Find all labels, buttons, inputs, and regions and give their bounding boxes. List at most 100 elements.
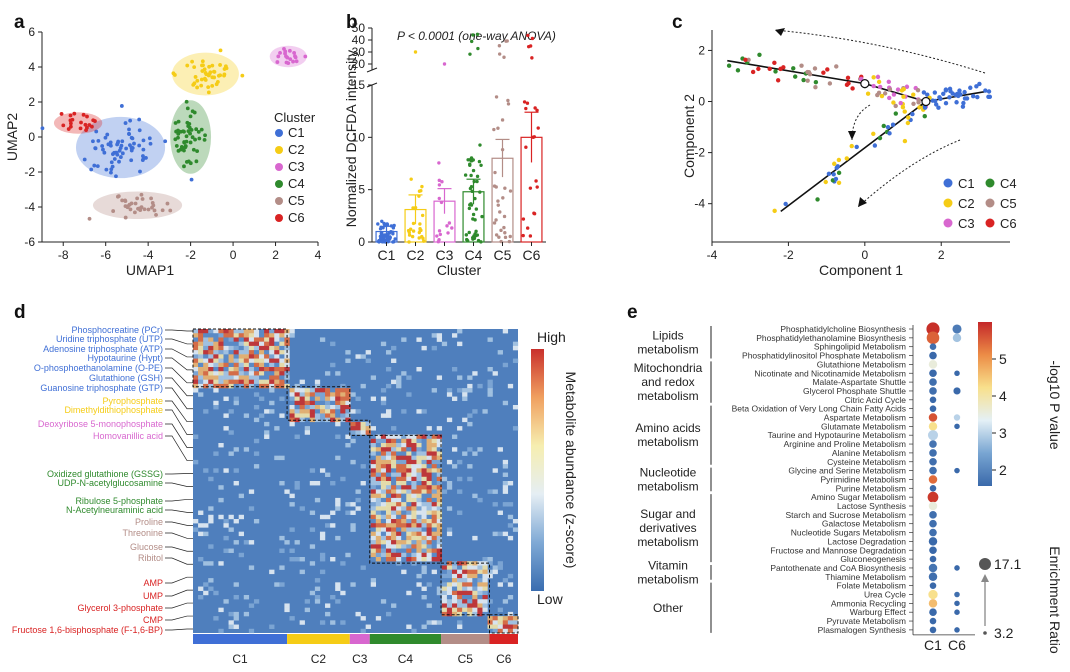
heatmap-cell [411,523,417,528]
cell-point [957,88,962,93]
heatmap-cell [431,620,437,625]
colorbar-tick-label: 5 [999,351,1007,367]
data-point [496,199,500,203]
heatmap-cell [401,510,407,515]
data-point [413,205,418,210]
heatmap-cell [223,548,229,553]
y-tick-label: 5 [358,183,365,197]
pathway-label: Taurine and Hypotaurine Metabolism [768,430,906,440]
heatmap-cell [431,455,437,461]
data-point [497,235,501,239]
heatmap-cell [375,510,382,515]
umap-point [294,59,299,64]
heatmap-cell [314,586,321,591]
heatmap-cell [477,595,483,600]
umap-point [129,148,134,153]
heatmap-cell [370,447,377,452]
heatmap-cell [441,599,448,604]
heatmap-cell [223,354,229,359]
heatmap-cell [391,489,397,494]
dcfda-bar-panel: bP < 0.0001 (one-way ANOVA)0510152030405… [343,12,556,278]
heatmap-cell [411,540,417,545]
heatmap-cell [502,489,509,494]
heatmap-cell [223,379,229,385]
heatmap-cell [502,481,509,486]
arrowhead [981,574,989,582]
branch-node [921,96,931,107]
umap-point [183,145,188,150]
heatmap-cell [325,405,331,410]
heatmap-cell [426,459,432,465]
heatmap-cell [462,607,468,613]
cell-point [876,90,882,96]
heatmap-cell [406,392,412,397]
umap-point [222,67,227,71]
x-tick-label: C3 [436,247,454,263]
umap-point [72,111,77,116]
metabolite-label: Pyrophosphate [102,396,163,406]
heatmap-cell [502,400,509,406]
heatmap-cell [340,476,346,482]
heatmap-cell [264,367,270,372]
heatmap-cell [233,358,239,363]
cell-point [925,92,930,97]
column-label: C2 [311,652,327,666]
enrichment-dot-c6 [952,333,962,343]
heatmap-cell [426,514,432,520]
label-connector [165,423,193,448]
heatmap-cell [193,527,199,532]
heatmap-cell [421,502,427,507]
colorbar-low-label: Low [537,591,564,607]
heatmap-cell [436,464,443,469]
heatmap-cell [431,548,437,553]
heatmap-cell [193,379,199,385]
heatmap-cell [416,367,422,372]
cell-point [783,201,788,207]
heatmap-cell [416,523,422,528]
data-point [492,127,496,132]
heatmap-cell [253,405,260,410]
heatmap-cell [218,329,224,334]
metabolite-label: Glucose [130,542,163,552]
heatmap-cell [248,628,255,634]
umap-point [203,78,208,82]
umap-point [188,161,193,166]
enrichment-dot-c1 [928,572,938,582]
heatmap-cell [253,345,260,351]
heatmap-cell [248,489,255,494]
heatmap-cell [248,383,255,389]
heatmap-cell [360,565,366,570]
heatmap-cell [243,367,250,372]
heatmap-cell [385,489,392,494]
data-point [464,233,469,237]
heatmap-cell [457,599,463,604]
umap-point [193,75,198,79]
heatmap-cell [406,459,412,465]
heatmap-cell [502,620,509,625]
heatmap-cell [416,337,422,342]
data-point [420,184,424,189]
heatmap-cell [380,519,387,524]
heatmap-cell [243,345,250,351]
heatmap-cell [330,413,336,418]
heatmap-cell [355,426,361,431]
pathway-label: Plasmalogen Synthesis [818,625,906,635]
metabolite-label: O-phosphoethanolamine (O-PE) [34,363,163,373]
heatmap-cell [482,603,488,608]
heatmap-cell [304,430,310,435]
umap-point [293,54,297,59]
metabolite-label: Adenosine triphosphate (ATP) [43,344,163,354]
heatmap-cell [462,565,468,570]
heatmap-cell [309,392,316,397]
heatmap-cell [457,565,463,570]
heatmap-cell [243,350,250,355]
heatmap-cell [218,354,224,359]
heatmap-cell [477,578,483,583]
enrichment-dot-c6 [954,370,960,377]
heatmap-cell [213,451,219,456]
pathway-label: Lactose Degradation [828,536,907,546]
heatmap-cell [203,371,209,376]
heatmap-cell [264,341,270,347]
umap-point [160,208,165,213]
